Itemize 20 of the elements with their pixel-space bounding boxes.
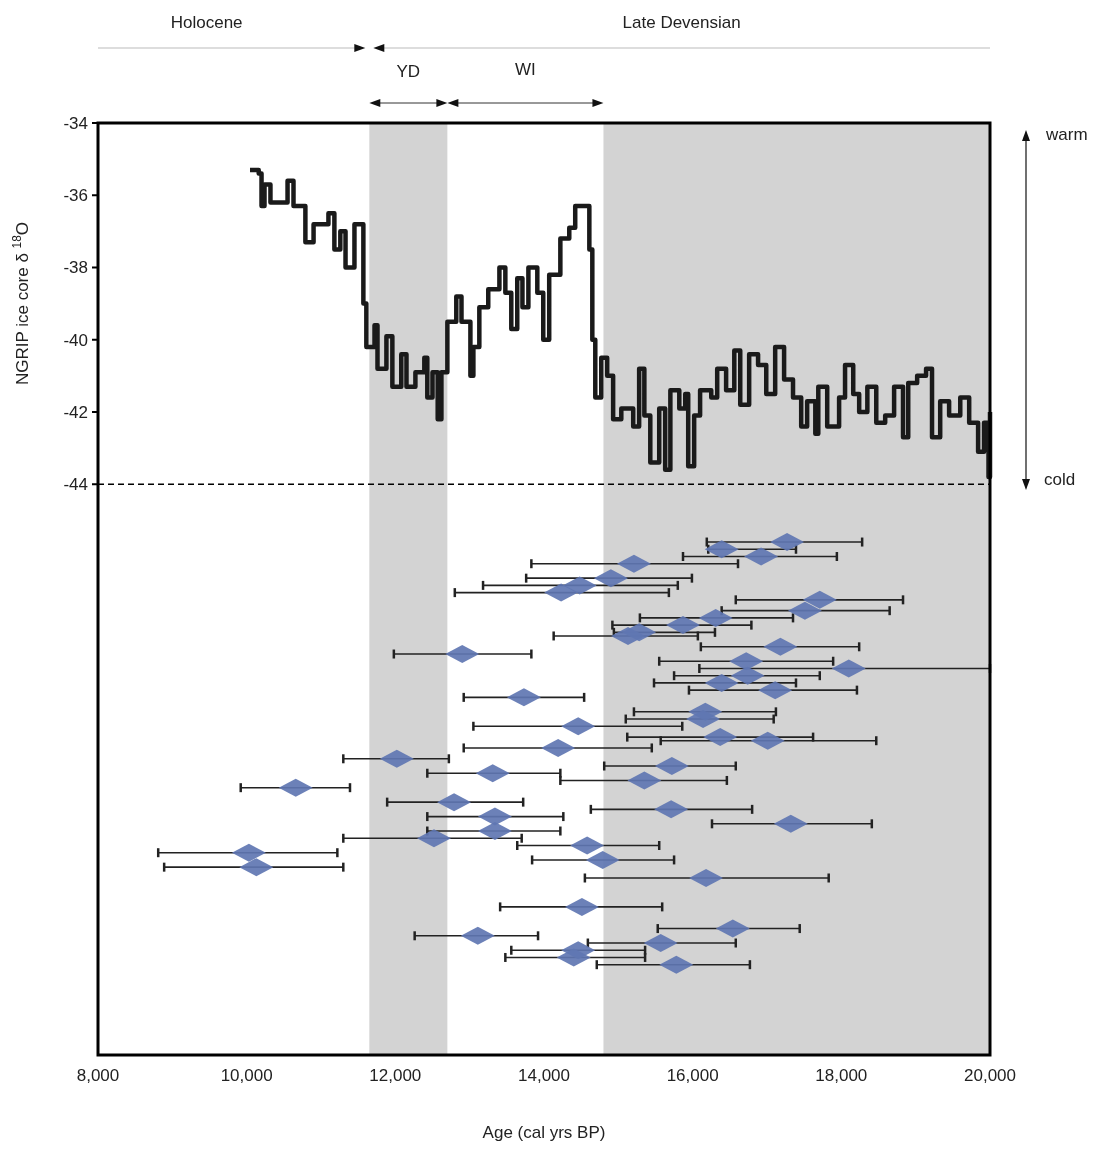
- x-tick-label: 20,000: [964, 1066, 1016, 1085]
- text: cold: [1044, 470, 1076, 489]
- text: Holocene: [170, 13, 243, 32]
- y-tick-label: -38: [63, 258, 88, 278]
- x-tick-label: 8,000: [76, 1066, 120, 1085]
- y-tick-label: -40: [63, 330, 88, 350]
- y-tick-label: -36: [63, 186, 88, 206]
- x-tick-label: 14,000: [518, 1066, 570, 1085]
- text: Late Devensian: [622, 13, 741, 32]
- text: warm: [1045, 125, 1088, 144]
- y-tick-label: -34: [63, 113, 88, 133]
- x-tick-label: 10,000: [220, 1066, 273, 1085]
- x-axis-title: Age (cal yrs BP): [482, 1123, 606, 1142]
- text: WI: [515, 60, 536, 79]
- x-tick-label: 12,000: [369, 1066, 422, 1085]
- x-tick-label: 18,000: [815, 1066, 868, 1085]
- y-tick-label: -42: [63, 402, 88, 422]
- y-tick-label: -44: [63, 475, 88, 495]
- x-tick-label: 16,000: [666, 1066, 719, 1085]
- text: YD: [396, 62, 421, 81]
